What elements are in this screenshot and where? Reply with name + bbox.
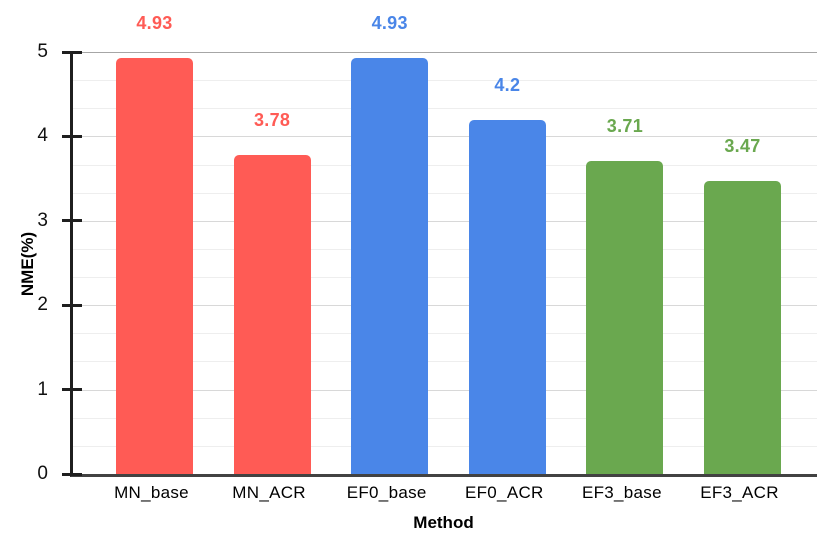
y-tick-label: 4 [37,125,48,147]
y-axis-tick [62,388,82,392]
y-axis-tick [62,472,82,476]
gridline [73,389,817,391]
x-axis-title: Method [413,513,474,532]
bar-value-label: 3.47 [724,136,761,157]
y-axis-tick [62,50,82,54]
y-tick-label: 5 [37,41,48,62]
bar-value-label: 4.2 [494,74,521,95]
gridline [73,220,817,222]
y-axis-tick [62,134,82,138]
gridline [73,445,817,447]
bar-value-label: 4.93 [136,12,173,33]
gridline [73,333,817,335]
bar-value-label: 3.78 [253,109,291,130]
gridline [73,164,817,166]
gridline [73,361,817,363]
gridline [73,52,817,53]
bar-value-label: 3.71 [606,115,643,136]
y-tick-label: 1 [37,378,48,400]
x-tick-label-MN_ACR: MN_ACR [232,483,306,502]
x-tick-label-EF0_ACR: EF0_ACR [464,483,544,502]
bar-MN_base [116,57,193,474]
y-axis-tick [62,219,82,223]
y-tick-label: 2 [37,294,48,316]
x-tick-label-EF3_ACR: EF3_ACR [700,483,779,502]
gridline [73,136,817,138]
gridline [73,108,817,110]
bar-EF0_base [351,57,429,474]
gridline [73,305,817,307]
gridline [73,192,817,194]
gridline [73,417,817,419]
bar-EF0_ACR [468,119,546,474]
bar-value-label: 4.93 [371,12,408,33]
x-tick-label-EF3_base: EF3_base [581,483,662,502]
y-tick-label: 3 [37,209,48,231]
y-tick-label: 0 [37,463,48,484]
gridline [73,277,817,279]
y-axis-tick [62,303,82,307]
x-tick-label-EF0_base: EF0_base [346,483,427,502]
x-tick-label-MN_base: MN_base [114,483,189,502]
plot-area: 4.93 3.78 4.93 4.2 3.71 3.47 [62,13,817,477]
bar-MN_ACR [233,154,311,474]
bar-EF3_ACR [704,181,781,474]
bar-EF3_base [586,160,664,474]
gridline [73,80,817,82]
gridline [73,248,817,250]
